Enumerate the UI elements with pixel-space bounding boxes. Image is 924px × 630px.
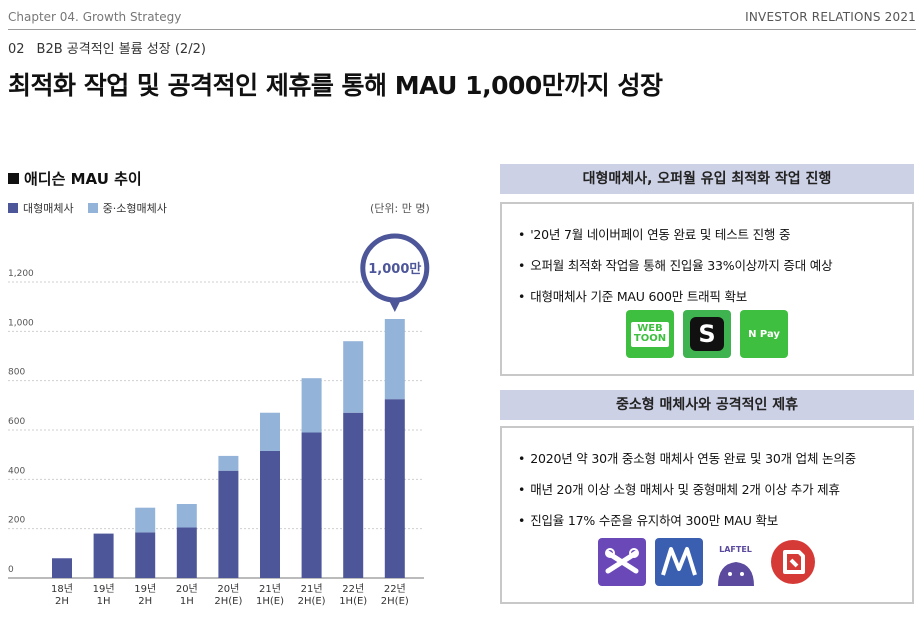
list-item: 대형매체사 기준 MAU 600만 트래픽 확보 xyxy=(518,286,912,305)
panel2-logos: LAFTEL xyxy=(502,538,912,586)
chart-title-text: 애디슨 MAU 추이 xyxy=(24,170,142,188)
list-item: 2020년 약 30개 중소형 매체사 연동 완료 및 30개 업체 논의중 xyxy=(518,448,912,467)
y-tick-label: 200 xyxy=(8,516,25,526)
x-tick-label: 20년 xyxy=(217,583,239,595)
panel1-logos: WEB TOON S N Pay xyxy=(502,310,912,358)
x-tick-label: 2H(E) xyxy=(298,596,326,607)
ribbon-glyph-icon xyxy=(604,548,639,574)
x-tick-label: 19년 xyxy=(134,583,156,595)
callout-bubble xyxy=(360,233,430,303)
legend-swatch-small xyxy=(87,203,98,213)
panel2-heading: 중소형 매체사와 공격적인 제휴 xyxy=(500,390,914,420)
x-tick-label: 2H xyxy=(138,596,152,607)
bar-segment xyxy=(135,507,156,533)
red-glyph-icon xyxy=(770,540,815,584)
bar-segment xyxy=(260,450,280,578)
list-item: 오퍼월 최적화 작업을 통해 진입율 33%이상까지 증대 예상 xyxy=(518,255,912,274)
ir-label: INVESTOR RELATIONS 2021 xyxy=(745,10,916,24)
y-tick-label: 1,200 xyxy=(8,269,34,279)
page-title: 최적화 작업 및 공격적인 제휴를 통해 MAU 1,000만까지 성장 xyxy=(8,71,663,100)
x-tick-label: 2H xyxy=(55,596,69,607)
webtoon-logo-text: WEB TOON xyxy=(630,321,670,347)
m-app-logo-icon xyxy=(654,538,703,586)
bar-segment xyxy=(301,432,322,578)
x-tick-label: 1H xyxy=(180,596,194,607)
x-tick-label: 18년 xyxy=(51,583,73,595)
bar-segment xyxy=(93,533,114,578)
npay-logo-text: N Pay xyxy=(748,328,780,340)
x-tick-label: 1H(E) xyxy=(339,596,367,607)
panel1-heading: 대형매체사, 오퍼월 유입 최적화 작업 진행 xyxy=(500,164,914,194)
y-tick-label: 800 xyxy=(8,368,25,378)
chart-legend: 대형매체사 중·소형매체사 xyxy=(8,200,167,216)
x-tick-label: 22년 xyxy=(384,583,406,595)
legend-label-large: 대형매체사 xyxy=(23,202,74,215)
x-tick-label: 19년 xyxy=(93,583,115,595)
x-tick-label: 1H xyxy=(97,596,111,607)
legend-item-small: 중·소형매체사 xyxy=(87,200,167,216)
laftel-mascot-icon xyxy=(717,562,754,586)
section-subtitle: 02 B2B 공격적인 볼륨 성장 (2/2) xyxy=(8,38,206,57)
bar-segment xyxy=(384,319,405,400)
laftel-logo-icon: LAFTEL xyxy=(711,538,760,586)
bar-segment xyxy=(343,412,364,578)
unit-label: (단위: 만 명) xyxy=(370,202,430,215)
legend-item-large: 대형매체사 xyxy=(8,200,74,216)
laftel-logo-text: LAFTEL xyxy=(719,545,752,554)
npay-logo-icon: N Pay xyxy=(740,310,788,358)
x-tick-label: 2H(E) xyxy=(214,596,242,607)
bar-segment xyxy=(218,470,239,578)
x-tick-label: 1H(E) xyxy=(256,596,284,607)
bar-segment xyxy=(343,341,364,413)
list-item: '20년 7월 네이버페이 연동 완료 및 테스트 진행 중 xyxy=(518,224,912,243)
red-app-logo-icon xyxy=(768,538,817,586)
chapter-label: Chapter 04. Growth Strategy xyxy=(8,10,182,24)
s-logo-icon: S xyxy=(683,310,731,358)
s-logo-text: S xyxy=(690,317,724,351)
y-tick-label: 1,000 xyxy=(8,318,34,328)
bar-segment xyxy=(135,532,156,578)
bar-segment xyxy=(260,412,280,451)
callout-label: 1,000만 xyxy=(368,261,421,277)
x-tick-label: 2H(E) xyxy=(381,596,409,607)
bar-segment xyxy=(176,527,197,578)
bar-segment xyxy=(218,455,239,471)
x-tick-label: 20년 xyxy=(176,583,198,595)
panel1-bullets: '20년 7월 네이버페이 연동 완료 및 테스트 진행 중 오퍼월 최적화 작… xyxy=(502,204,912,305)
ribbon-app-logo-icon xyxy=(597,538,646,586)
list-item: 매년 20개 이상 소형 매체사 및 중형매체 2개 이상 추가 제휴 xyxy=(518,479,912,498)
panel2-bullets: 2020년 약 30개 중소형 매체사 연동 완료 및 30개 업체 논의중 매… xyxy=(502,428,912,529)
m-glyph-icon xyxy=(660,547,697,576)
title-square-icon xyxy=(8,173,19,184)
x-tick-label: 21년 xyxy=(259,583,281,595)
x-tick-label: 22년 xyxy=(342,583,364,595)
bar-segment xyxy=(52,558,72,578)
bar-segment xyxy=(301,378,322,433)
mau-bar-chart: 02004006008001,0001,20018년2H19년1H19년2H20… xyxy=(8,233,430,607)
section-title: B2B 공격적인 볼륨 성장 (2/2) xyxy=(36,42,206,57)
y-tick-label: 600 xyxy=(8,417,25,427)
bar-segment xyxy=(384,399,405,578)
chart-title: 애디슨 MAU 추이 xyxy=(8,168,142,189)
section-number: 02 xyxy=(8,42,25,57)
bar-segment xyxy=(176,504,197,528)
panel2-box: 2020년 약 30개 중소형 매체사 연동 완료 및 30개 업체 논의중 매… xyxy=(500,426,914,604)
y-tick-label: 400 xyxy=(8,466,25,476)
list-item: 진입율 17% 수준을 유지하여 300만 MAU 확보 xyxy=(518,510,912,529)
top-bar: Chapter 04. Growth Strategy INVESTOR REL… xyxy=(8,0,916,30)
panel1-box: '20년 7월 네이버페이 연동 완료 및 테스트 진행 중 오퍼월 최적화 작… xyxy=(500,202,914,376)
webtoon-logo-icon: WEB TOON xyxy=(626,310,674,358)
legend-swatch-large xyxy=(8,203,18,213)
x-tick-label: 21년 xyxy=(301,583,323,595)
legend-label-small: 중·소형매체사 xyxy=(102,202,167,215)
y-tick-label: 0 xyxy=(8,565,14,575)
